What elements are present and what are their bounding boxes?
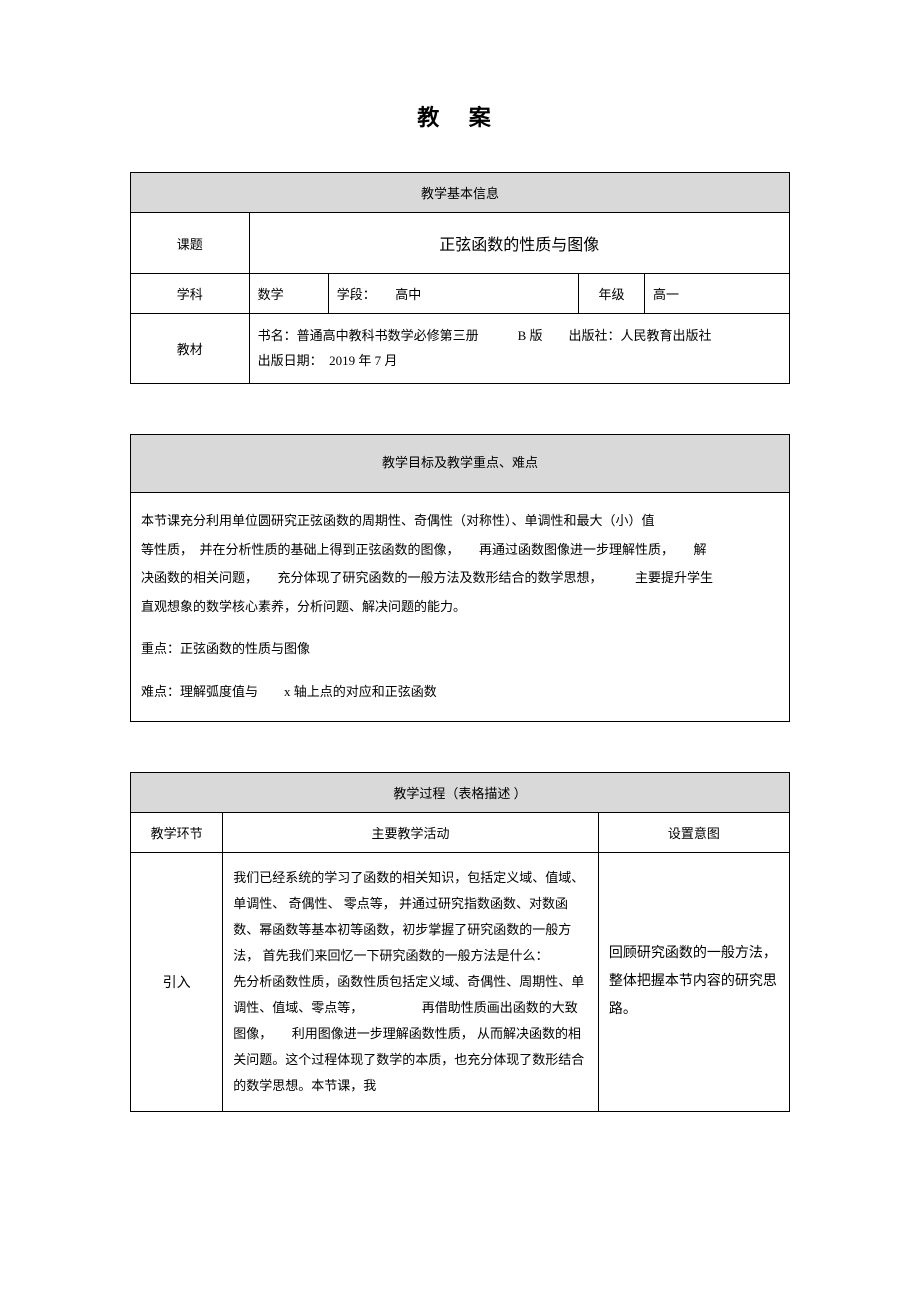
topic-value: 正弦函数的性质与图像 [249, 213, 789, 274]
objectives-para3: 决函数的相关问题， 充分体现了研究函数的一般方法及数形结合的数学思想， 主要提升… [141, 564, 779, 593]
subject-value: 数学 [249, 274, 328, 314]
book-line-2: 出版日期： 2019 年 7 月 [258, 349, 781, 374]
process-table: 教学过程（表格描述 ） 教学环节 主要教学活动 设置意图 引入 我们已经系统的学… [130, 772, 790, 1112]
process-col3-header: 设置意图 [598, 812, 789, 852]
stage-label: 学段： [337, 287, 370, 302]
objectives-body: 本节课充分利用单位圆研究正弦函数的周期性、奇偶性（对称性）、单调性和最大（小）值… [131, 492, 790, 721]
process-col1-header: 教学环节 [131, 812, 223, 852]
basic-info-header: 教学基本信息 [131, 173, 790, 213]
spacer [141, 664, 779, 678]
book-line-1: 书名：普通高中教科书数学必修第三册 B 版 出版社：人民教育出版社 [258, 324, 781, 349]
objectives-para2: 等性质， 并在分析性质的基础上得到正弦函数的图像， 再通过函数图像进一步理解性质… [141, 536, 779, 565]
topic-label: 课题 [131, 213, 250, 274]
objectives-header: 教学目标及教学重点、难点 [131, 435, 790, 493]
textbook-label: 教材 [131, 314, 250, 384]
textbook-info: 书名：普通高中教科书数学必修第三册 B 版 出版社：人民教育出版社 出版日期： … [249, 314, 789, 384]
activity-intro: 我们已经系统的学习了函数的相关知识，包括定义域、值域、单调性、 奇偶性、 零点等… [223, 852, 599, 1111]
process-header: 教学过程（表格描述 ） [131, 772, 790, 812]
grade-label: 年级 [579, 274, 645, 314]
grade-value: 高一 [645, 274, 790, 314]
keypoint: 重点：正弦函数的性质与图像 [141, 635, 779, 664]
spacer [141, 621, 779, 635]
document-title: 教 案 [130, 100, 790, 132]
stage-value: 高中 [395, 287, 421, 302]
difficulty: 难点：理解弧度值与 x 轴上点的对应和正弦函数 [141, 678, 779, 707]
objectives-para4: 直观想象的数学核心素养，分析问题、解决问题的能力。 [141, 593, 779, 622]
intent-intro: 回顾研究函数的一般方法，整体把握本节内容的研究思路。 [598, 852, 789, 1111]
basic-info-table: 教学基本信息 课题 正弦函数的性质与图像 学科 数学 学段： 高中 年级 高一 … [130, 172, 790, 384]
table-row: 引入 我们已经系统的学习了函数的相关知识，包括定义域、值域、单调性、 奇偶性、 … [131, 852, 790, 1111]
stage-intro: 引入 [131, 852, 223, 1111]
objectives-para1: 本节课充分利用单位圆研究正弦函数的周期性、奇偶性（对称性）、单调性和最大（小）值 [141, 507, 779, 536]
objectives-table: 教学目标及教学重点、难点 本节课充分利用单位圆研究正弦函数的周期性、奇偶性（对称… [130, 434, 790, 721]
stage-cell: 学段： 高中 [328, 274, 578, 314]
subject-label: 学科 [131, 274, 250, 314]
process-col2-header: 主要教学活动 [223, 812, 599, 852]
